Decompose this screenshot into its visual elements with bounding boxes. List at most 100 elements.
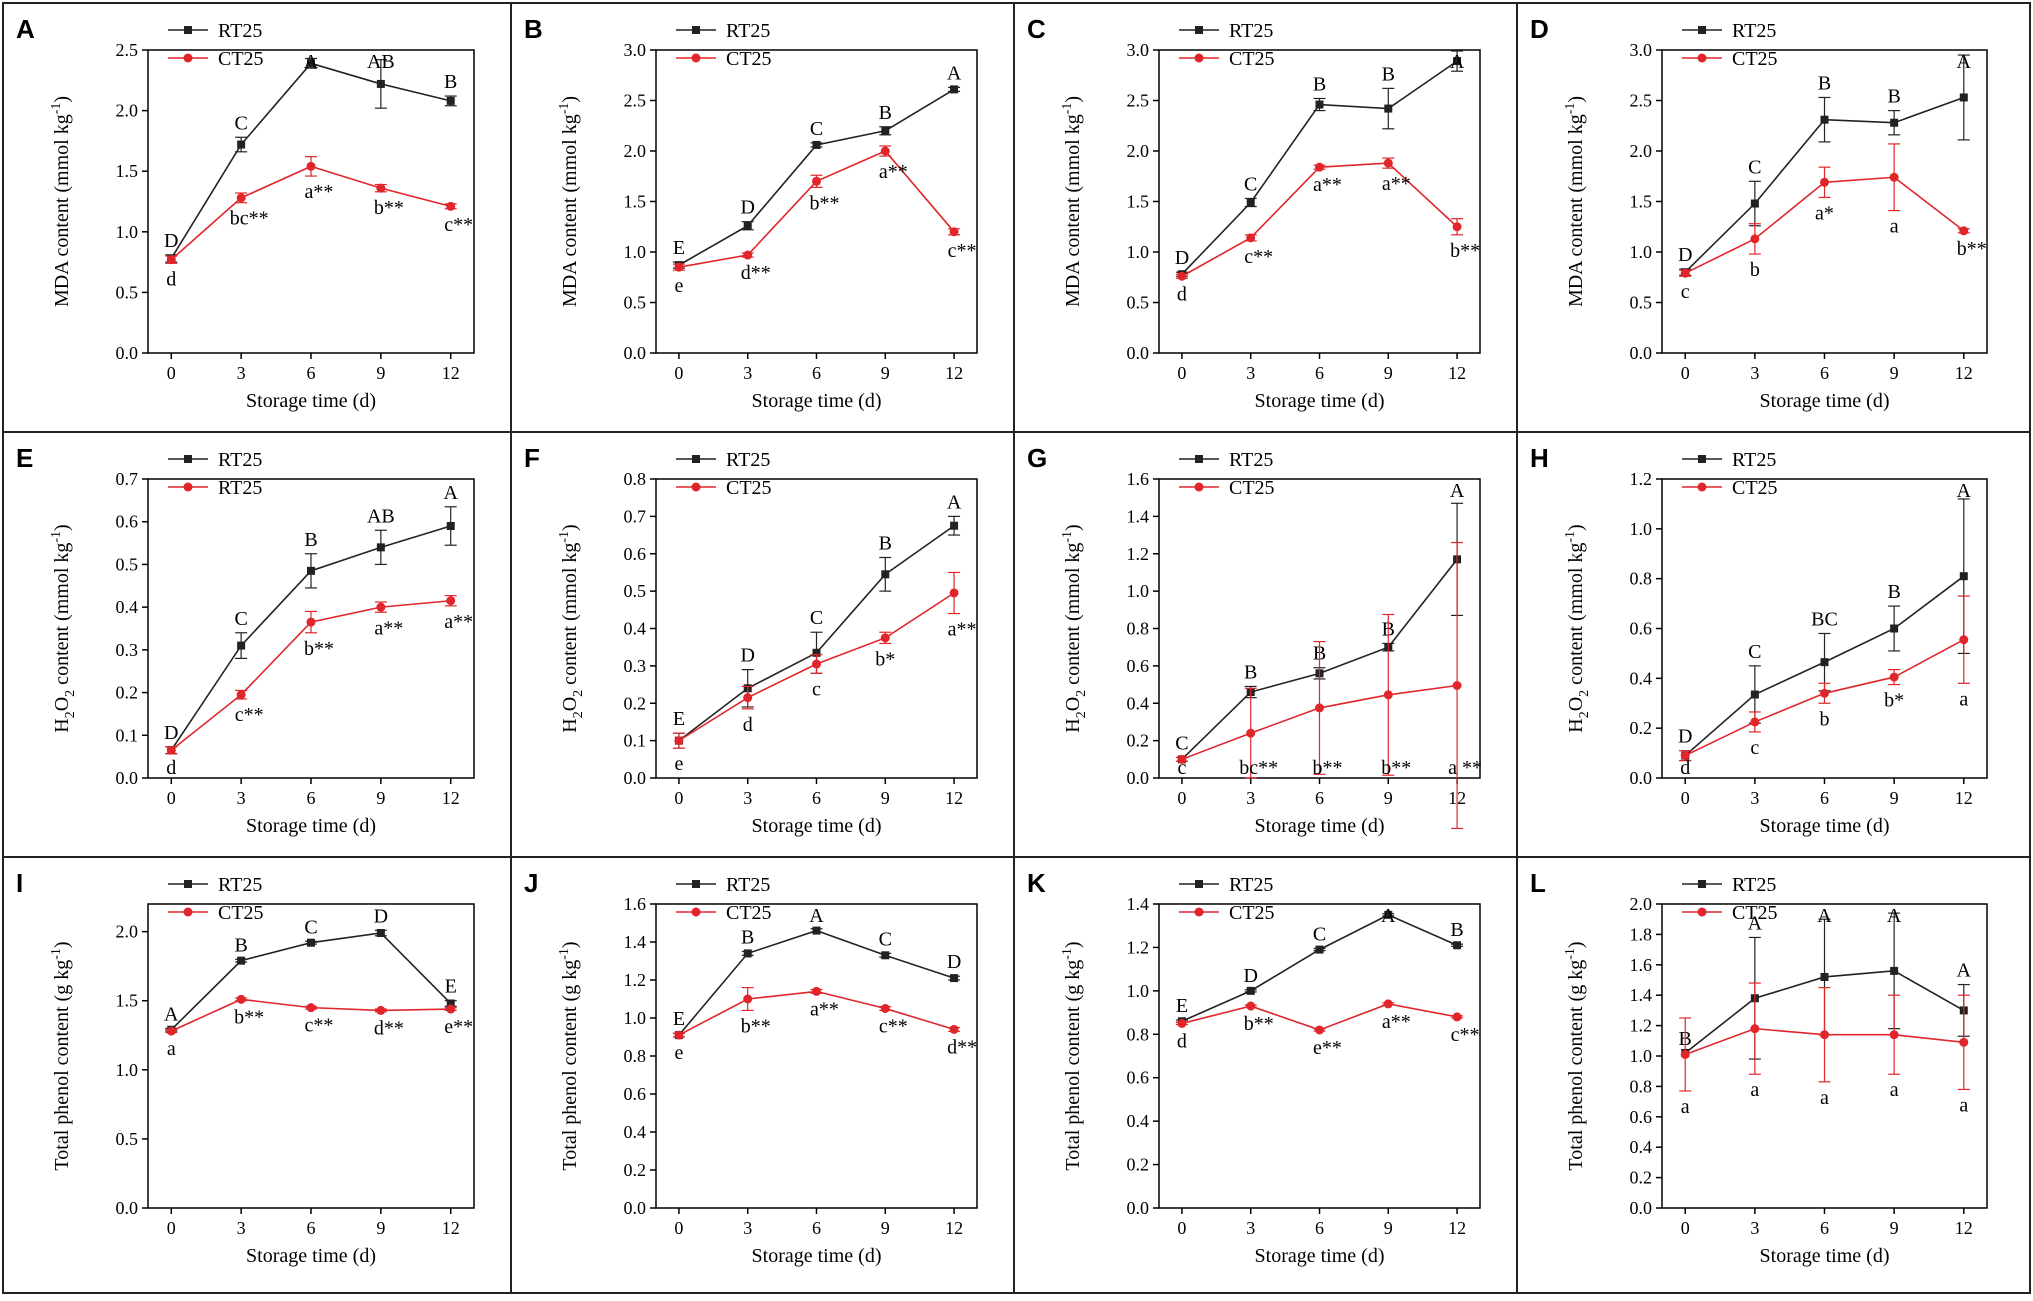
legend-marker xyxy=(1194,907,1204,917)
significance-label: b** xyxy=(1313,757,1343,779)
significance-label: c xyxy=(1177,757,1186,779)
significance-label: b** xyxy=(304,638,334,660)
y-axis-label: H2O2 content (mmol kg-1) xyxy=(1563,524,1592,732)
data-point xyxy=(674,736,684,746)
y-tick-label: 0.5 xyxy=(1630,293,1653,313)
data-point xyxy=(376,543,385,552)
data-point xyxy=(376,929,385,938)
legend-marker xyxy=(692,455,700,463)
data-point xyxy=(446,596,456,606)
significance-label: a** xyxy=(1382,1011,1411,1033)
panel-letter: K xyxy=(1027,868,1046,898)
data-point xyxy=(1383,690,1393,700)
x-tick-label: 9 xyxy=(376,788,385,808)
legend-label: RT25 xyxy=(1229,874,1273,896)
x-axis-label: Storage time (d) xyxy=(752,1245,882,1267)
significance-label: E xyxy=(445,976,457,998)
y-tick-label: 1.0 xyxy=(1127,581,1150,601)
significance-label: b** xyxy=(810,192,840,214)
data-point xyxy=(881,570,890,579)
data-point xyxy=(306,1003,316,1013)
y-tick-label: 0.1 xyxy=(116,725,139,745)
x-tick-label: 0 xyxy=(167,788,176,808)
significance-label: c** xyxy=(235,704,264,726)
x-tick-label: 0 xyxy=(674,363,683,383)
significance-label: A xyxy=(443,482,458,504)
significance-label: c** xyxy=(948,240,977,262)
panel-d: D 0.0 0.5 1.0 1.5 2.0 2.5 3.0 0 3 6 9 12 Storage time… xyxy=(1530,14,1988,412)
significance-label: C xyxy=(879,928,892,950)
significance-label: d** xyxy=(947,1036,977,1058)
significance-label: a** xyxy=(1382,173,1411,195)
plot-frame xyxy=(147,903,475,1209)
y-tick-label: 0.6 xyxy=(624,1084,647,1104)
x-tick-label: 12 xyxy=(442,363,460,383)
significance-label: a** xyxy=(305,181,334,203)
y-tick-label: 0.6 xyxy=(1127,1068,1150,1088)
data-point xyxy=(307,59,315,68)
y-tick-label: 1.5 xyxy=(1630,192,1653,212)
data-point xyxy=(1246,728,1256,738)
y-tick-label: 1.2 xyxy=(1127,937,1150,957)
significance-label: E xyxy=(673,1008,685,1030)
significance-label: a xyxy=(1750,1079,1759,1101)
data-point xyxy=(446,201,456,211)
data-point xyxy=(1890,118,1899,127)
x-axis-label: Storage time (d) xyxy=(1760,1245,1890,1267)
legend-marker xyxy=(1698,26,1706,34)
data-point xyxy=(1177,754,1187,764)
significance-label: B xyxy=(879,532,892,554)
panel-i: I 0.0 0.5 1.0 1.5 2.0 0 3 6 9 12 Storage time (d) To… xyxy=(16,868,475,1267)
significance-label: bc** xyxy=(230,208,269,230)
y-tick-label: 0.6 xyxy=(116,512,139,532)
legend-label: CT25 xyxy=(1229,902,1275,924)
significance-label: a xyxy=(167,1038,176,1060)
panel-letter: J xyxy=(524,868,538,898)
significance-label: AB xyxy=(367,51,395,73)
significance-label: A xyxy=(1957,960,1972,982)
significance-label: bc** xyxy=(1239,757,1278,779)
y-tick-label: 1.0 xyxy=(1630,1046,1653,1066)
y-tick-label: 0.0 xyxy=(1630,1198,1653,1218)
significance-label: e** xyxy=(1313,1037,1342,1059)
data-point xyxy=(1452,1012,1462,1022)
x-tick-label: 3 xyxy=(1750,1218,1759,1238)
legend-label: RT25 xyxy=(218,449,262,471)
panel-c: C 0.0 0.5 1.0 1.5 2.0 2.5 3.0 0 3 6 9 12 Storage time… xyxy=(1027,14,1481,412)
y-tick-label: 1.0 xyxy=(1630,242,1653,262)
y-tick-label: 0.3 xyxy=(624,656,647,676)
significance-label: a xyxy=(1890,216,1899,238)
significance-label: B xyxy=(1244,661,1257,683)
y-tick-label: 2.0 xyxy=(1630,894,1653,914)
data-point xyxy=(1680,268,1690,278)
significance-label: B xyxy=(1887,86,1900,108)
data-point xyxy=(1246,198,1255,207)
significance-label: d xyxy=(1680,757,1690,779)
y-axis-label: MDA content (mmol kg-1) xyxy=(1563,96,1587,307)
x-tick-label: 9 xyxy=(881,788,890,808)
x-tick-label: 9 xyxy=(881,1218,890,1238)
data-point xyxy=(1315,162,1324,172)
y-axis-label: H2O2 content (mmol kg-1) xyxy=(557,524,586,732)
legend-label: RT25 xyxy=(726,20,770,42)
y-tick-label: 1.4 xyxy=(1127,506,1150,526)
significance-label: A xyxy=(809,905,824,927)
significance-label: C xyxy=(1748,156,1761,178)
legend-label: CT25 xyxy=(1732,48,1778,70)
x-tick-label: 9 xyxy=(376,1218,385,1238)
significance-label: c** xyxy=(879,1016,908,1038)
data-point xyxy=(1889,172,1899,182)
y-tick-label: 0.6 xyxy=(1127,656,1150,676)
significance-label: b** xyxy=(741,1015,771,1037)
significance-label: B xyxy=(234,934,247,956)
panel-a: A 0.0 0.5 1.0 1.5 2.0 2.5 0 3 6 9 12 Storage time (d… xyxy=(16,14,475,412)
significance-label: A xyxy=(1381,905,1396,927)
legend-marker xyxy=(1195,26,1203,34)
x-tick-label: 3 xyxy=(1750,363,1759,383)
significance-label: a xyxy=(1959,1094,1968,1116)
significance-label: A xyxy=(1450,480,1465,502)
y-tick-label: 0.0 xyxy=(1127,1198,1150,1218)
data-point xyxy=(1177,1018,1187,1028)
significance-label: d xyxy=(743,714,753,736)
